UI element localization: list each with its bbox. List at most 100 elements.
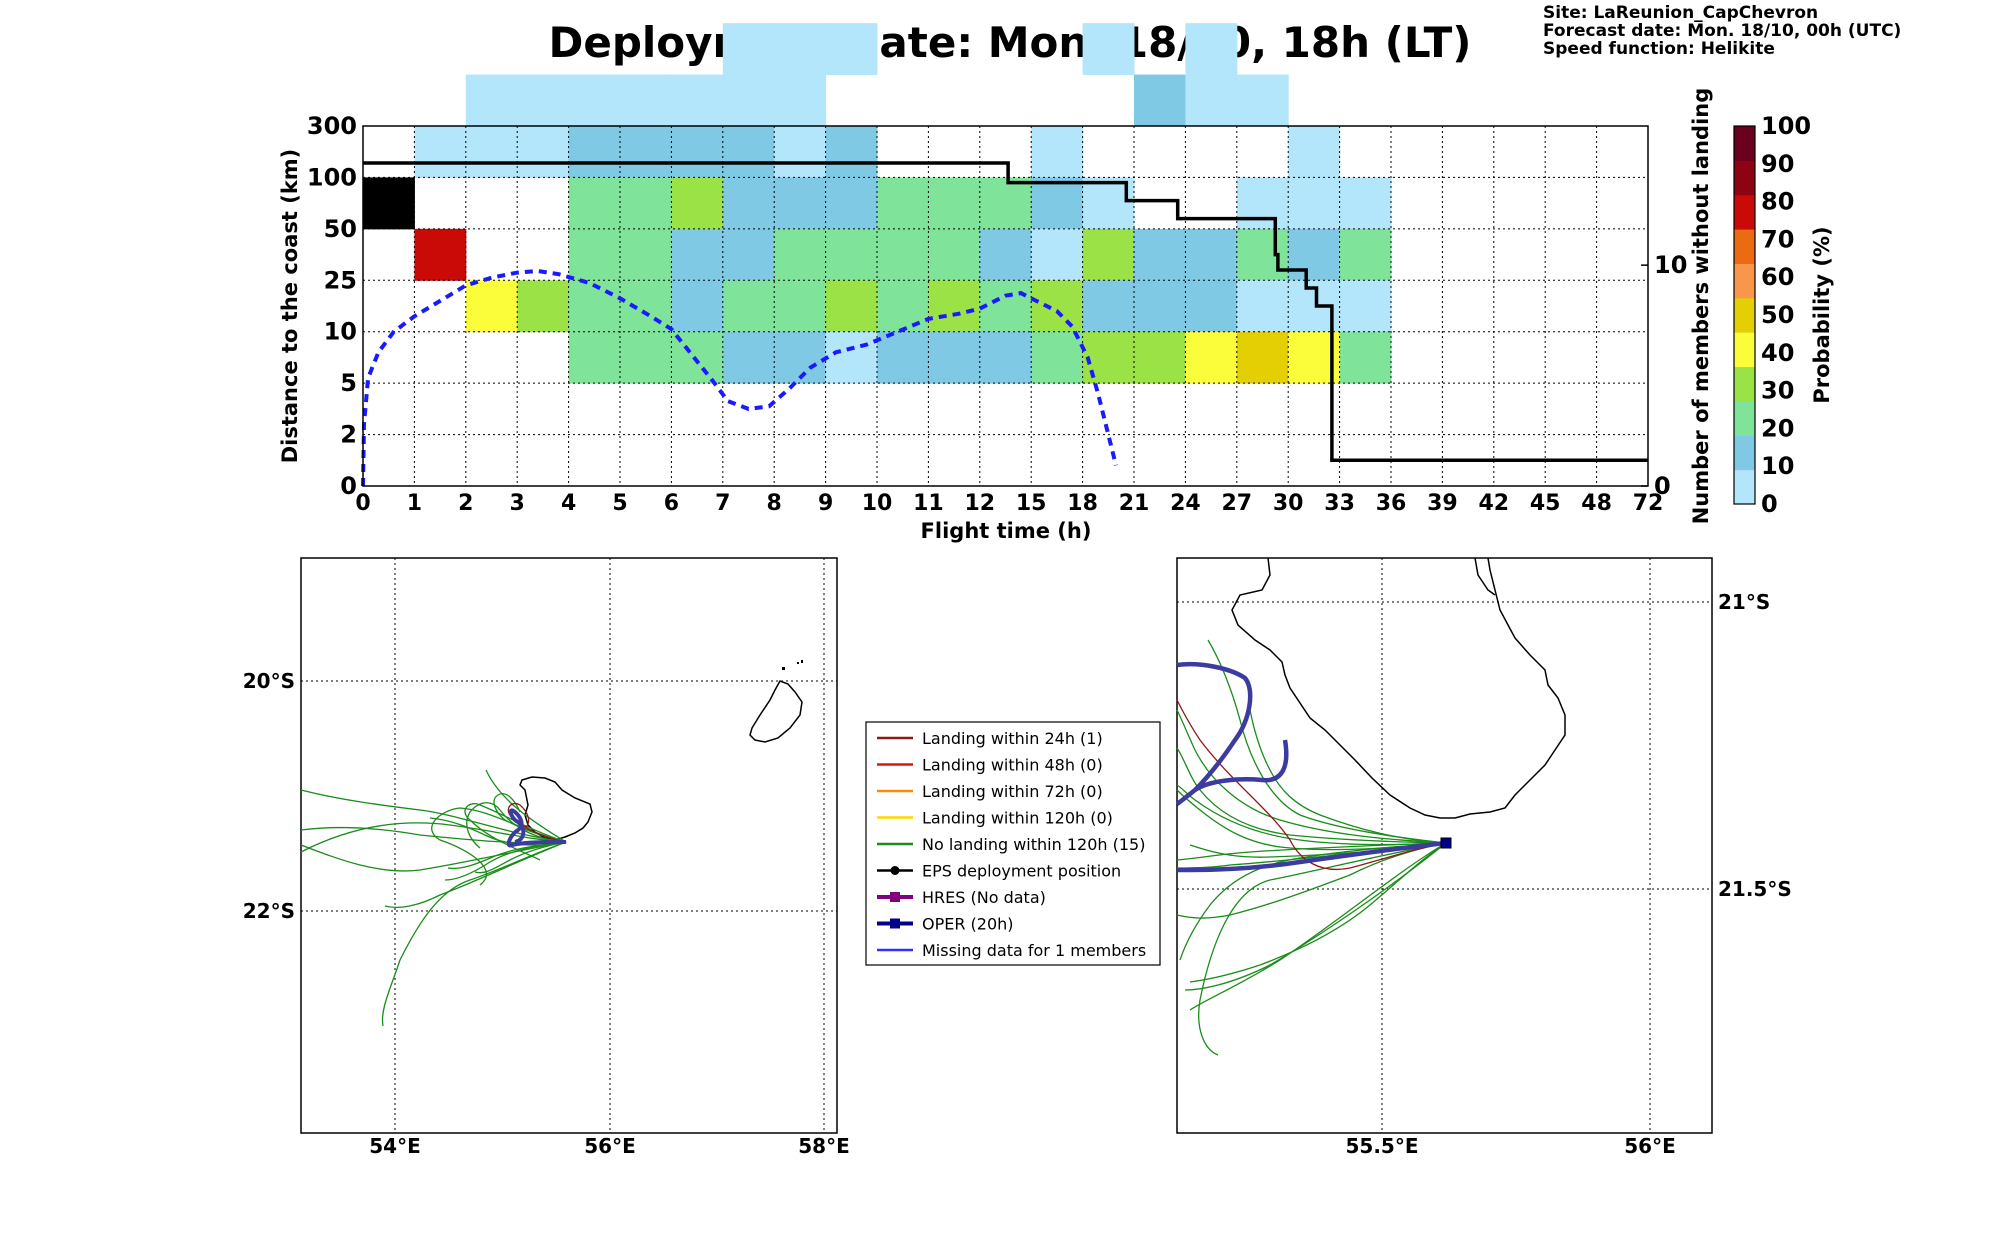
heatmap-cell: [620, 126, 672, 178]
colorbar-segment: [1734, 160, 1755, 196]
heatmap-cell: [979, 177, 1032, 230]
heatmap-cell: [517, 74, 570, 127]
heatmap-cell: [774, 228, 827, 281]
heatmap-cell: [928, 228, 981, 281]
colorbar-tick-label: 0: [1761, 490, 1778, 518]
map-right-gridlines: [1177, 558, 1712, 1133]
heatmap-cell: [1236, 177, 1289, 230]
map-right-ytick: 21°S: [1718, 590, 1770, 614]
heatmap-cell: [722, 126, 775, 178]
y-tick-label: 10: [324, 318, 357, 346]
heatmap-cell: [1185, 228, 1238, 281]
heatmap-cell: [465, 280, 518, 333]
map-right: [1175, 557, 1713, 1134]
y-tick-label: 5: [340, 369, 357, 397]
colorbar-tick-label: 40: [1761, 339, 1794, 367]
legend-label: Landing within 24h (1): [922, 729, 1103, 748]
heatmap-cells: [363, 23, 1392, 384]
colorbar-segment: [1734, 469, 1755, 505]
x-tick-label: 48: [1581, 491, 1612, 516]
legend-marker: [890, 866, 900, 875]
map-left-xtick: 58°E: [798, 1134, 850, 1158]
series-line-members: [363, 161, 1648, 463]
chart-title: Deployment date: Mon. 18/10, 18h (LT): [548, 18, 1471, 67]
colorbar-tick-label: 20: [1761, 414, 1794, 442]
heatmap-cell: [877, 280, 929, 333]
x-tick-label: 10: [862, 491, 893, 516]
map-left-xtick: 56°E: [584, 1134, 636, 1158]
y2-tick-label: 10: [1654, 251, 1687, 279]
series-line-dashed: [361, 268, 1118, 487]
heatmap-cell: [1339, 177, 1392, 230]
heatmap-cell: [1134, 331, 1186, 384]
heatmap-cell: [414, 228, 467, 281]
colorbar-segment: [1734, 297, 1755, 333]
heatmap-cell: [1082, 280, 1135, 333]
x-tick-labels: 0 1 2 3 4 5 6 7 8 9 10 11 12 15 18 21 24 27 30 33 36 39 42 45 48…: [355, 491, 1663, 516]
reunion-coastline-right-north: [1474, 557, 1496, 596]
colorbar-label: Probability (%): [1810, 226, 1834, 403]
x-tick-label: 27: [1221, 491, 1252, 516]
x-axis-label: Flight time (h): [921, 519, 1092, 543]
heatmap-cell: [517, 126, 570, 178]
legend-label: Landing within 48h (0): [922, 756, 1103, 775]
heatmap-cell: [979, 331, 1032, 384]
heatmap-cell: [568, 228, 621, 281]
heatmap-cell: [1339, 228, 1392, 281]
heatmap-cell: [774, 126, 827, 178]
x-tick-label: 6: [664, 491, 679, 516]
speed-info: Speed function: Helikite: [1543, 39, 1775, 59]
heatmap-cell: [1185, 23, 1238, 76]
heatmap-cell: [1134, 74, 1186, 127]
x-tick-label: 36: [1376, 491, 1407, 516]
heatmap-cell: [414, 126, 467, 178]
x-tick-label: 9: [818, 491, 833, 516]
x-tick-label: 42: [1478, 491, 1509, 516]
heatmap-cell: [1185, 331, 1238, 384]
heatmap-cell: [722, 23, 775, 76]
y-tick-label: 25: [324, 266, 357, 294]
heatmap-cell: [928, 177, 981, 230]
forecast-info: Forecast date: Mon. 18/10, 00h (UTC): [1543, 21, 1901, 41]
legend-label: EPS deployment position: [922, 862, 1121, 881]
x-tick-label: 12: [964, 491, 995, 516]
heatmap-cell: [517, 280, 570, 333]
heatmap-cell: [620, 228, 672, 281]
heatmap-cell: [620, 280, 672, 333]
heatmap-cell: [825, 331, 878, 384]
x-tick-label: 8: [767, 491, 782, 516]
heatmap-cell: [620, 331, 672, 384]
legend-items: Landing within 24h (1) Landing within 48h…: [877, 729, 1146, 960]
map-right-tick-labels: 55.5°E 56°E 21°S 21.5°S: [1345, 590, 1791, 1158]
map-left: [300, 557, 838, 1134]
colorbar-segment: [1734, 194, 1755, 230]
x-tick-label: 39: [1427, 491, 1458, 516]
y2-tick-label: 0: [1654, 472, 1671, 500]
legend-label: No landing within 120h (15): [922, 835, 1145, 854]
reunion-coastline-right: [1231, 557, 1566, 819]
x-tick-label: 18: [1067, 491, 1098, 516]
y-tick-label: 2: [340, 421, 357, 449]
site-info: Site: LaReunion_CapChevron: [1543, 3, 1818, 23]
heatmap-cell: [1236, 74, 1289, 127]
heatmap-cell: [979, 280, 1032, 333]
legend-marker: [890, 918, 900, 929]
colorbar: [1733, 125, 1756, 505]
heatmap-cell: [671, 177, 724, 230]
heatmap-cell: [979, 228, 1032, 281]
heatmap-cell: [928, 280, 981, 333]
x-tick-label: 30: [1273, 491, 1304, 516]
map-right-ytick: 21.5°S: [1718, 877, 1792, 901]
heatmap-cell: [1185, 280, 1238, 333]
heatmap-cell: [1185, 74, 1238, 127]
heatmap-cell: [825, 228, 878, 281]
heatmap-cell: [1236, 280, 1289, 333]
colorbar-tick-label: 10: [1761, 452, 1794, 480]
trajectories-left: [300, 769, 567, 1027]
legend-item: Landing within 24h (1): [877, 729, 1103, 748]
map-left-xtick: 54°E: [369, 1134, 421, 1158]
heatmap-cell: [568, 280, 621, 333]
heatmap-cell: [620, 177, 672, 230]
heatmap-cell: [1134, 280, 1186, 333]
